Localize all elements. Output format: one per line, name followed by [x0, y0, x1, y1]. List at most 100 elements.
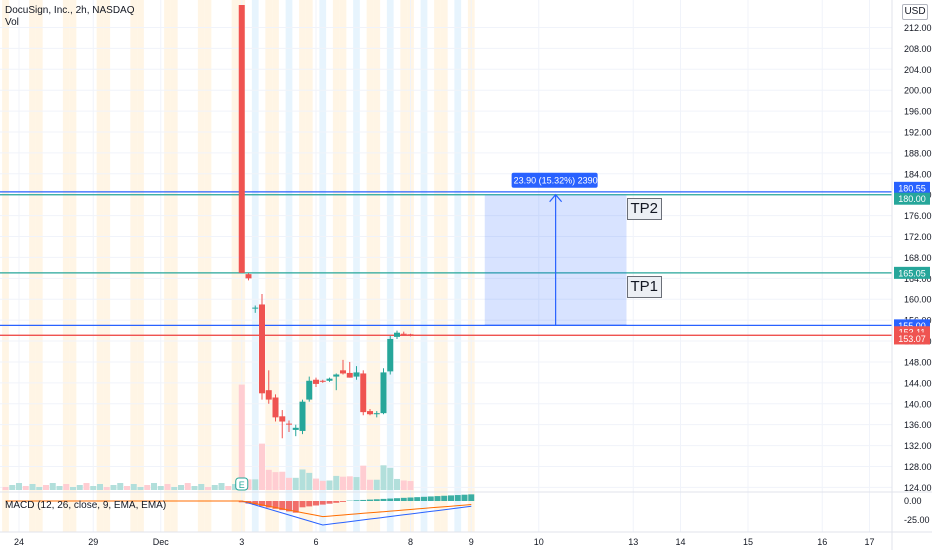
price-badge-label: 165.05: [898, 268, 926, 278]
macd-histogram-bar: [313, 501, 319, 506]
volume-bar: [394, 479, 400, 490]
macd-histogram-bar: [435, 496, 441, 501]
tp1-label[interactable]: TP1: [627, 276, 663, 298]
macd-histogram-bar: [441, 496, 447, 501]
candle-body: [286, 424, 292, 425]
macd-histogram-bar: [468, 494, 474, 501]
price-badge-label: 180.00: [898, 194, 926, 204]
price-tick-label: 136.00: [904, 420, 932, 430]
price-badge-label: 180.55: [898, 183, 926, 193]
candle-body: [367, 411, 373, 414]
time-tick-label: Dec: [153, 537, 170, 547]
price-tick-label: 128.00: [904, 462, 932, 472]
price-tick-label: 124.00: [904, 483, 932, 493]
session-band: [441, 0, 448, 532]
candle-body: [340, 370, 346, 373]
volume-bar: [225, 486, 231, 490]
macd-histogram-bar: [381, 499, 387, 501]
volume-bar: [212, 485, 218, 490]
time-tick-label: 15: [743, 537, 753, 547]
session-band: [232, 0, 239, 532]
session-band: [70, 0, 77, 532]
volume-bar: [266, 470, 272, 490]
price-tick-label: 172.00: [904, 232, 932, 242]
macd-histogram-bar: [354, 500, 360, 501]
candle-body: [401, 334, 407, 335]
price-tick-label: 148.00: [904, 357, 932, 367]
session-band: [319, 0, 326, 532]
session-band: [373, 0, 380, 532]
volume-bar: [138, 487, 144, 490]
session-band: [137, 0, 144, 532]
earnings-marker-label: E: [239, 480, 245, 490]
volume-legend[interactable]: Vol: [5, 17, 135, 29]
candle-body: [273, 397, 279, 417]
time-tick-label: 8: [408, 537, 413, 547]
volume-bar: [70, 487, 76, 490]
macd-histogram-bar: [408, 498, 414, 502]
macd-histogram-bar: [320, 501, 326, 505]
candle-body: [279, 416, 285, 421]
price-tick-label: 192.00: [904, 127, 932, 137]
macd-tick-label: 0.00: [904, 496, 922, 506]
macd-histogram-bar: [367, 500, 373, 501]
session-band: [130, 0, 137, 532]
price-tick-label: 184.00: [904, 169, 932, 179]
price-tick-label: 208.00: [904, 44, 932, 54]
volume-bar: [171, 487, 177, 490]
volume-bar: [219, 483, 225, 490]
candle-body: [293, 428, 299, 430]
measure-label: 23.90 (15.32%) 2390: [514, 176, 598, 186]
volume-bar: [192, 486, 198, 490]
volume-bar: [320, 481, 326, 490]
volume-bar: [151, 483, 157, 490]
price-tick-label: 168.00: [904, 253, 932, 263]
session-band: [400, 0, 407, 532]
candle-body: [313, 380, 319, 384]
volume-bar: [63, 484, 69, 490]
candle-body: [266, 390, 272, 399]
session-band: [265, 0, 272, 532]
tp2-label[interactable]: TP2: [627, 198, 663, 220]
volume-bar: [124, 486, 130, 490]
volume-bar: [306, 473, 312, 490]
session-band: [306, 0, 313, 532]
symbol-title[interactable]: DocuSign, Inc., 2h, NASDAQ: [5, 5, 135, 17]
price-badge-label: 153.07: [898, 334, 926, 344]
macd-legend[interactable]: MACD (12, 26, close, 9, EMA, EMA): [5, 500, 166, 511]
candle-body: [408, 334, 414, 335]
macd-histogram-bar: [333, 501, 339, 503]
price-tick-label: 144.00: [904, 378, 932, 388]
volume-bar: [178, 485, 184, 490]
session-band: [353, 0, 360, 532]
currency-button[interactable]: USD: [902, 4, 928, 20]
volume-bar: [23, 486, 29, 490]
session-band: [272, 0, 279, 532]
macd-histogram-bar: [421, 497, 427, 501]
volume-bar: [111, 485, 117, 490]
volume-bar: [327, 480, 333, 490]
volume-bar: [340, 477, 346, 490]
volume-bar: [90, 486, 96, 490]
session-band: [421, 0, 428, 532]
volume-bar: [401, 480, 407, 490]
session-band: [103, 0, 110, 532]
volume-bar: [300, 469, 306, 490]
macd-histogram-bar: [374, 499, 380, 501]
session-band: [252, 0, 259, 532]
session-band: [434, 0, 441, 532]
candle-body: [333, 374, 339, 376]
session-band: [454, 0, 461, 532]
volume-bar: [354, 477, 360, 490]
chart-legend: DocuSign, Inc., 2h, NASDAQ Vol: [5, 5, 135, 29]
macd-histogram-bar: [462, 495, 468, 501]
candle-body: [374, 413, 380, 414]
session-band: [171, 0, 178, 532]
price-tick-label: 200.00: [904, 86, 932, 96]
volume-bar: [77, 485, 83, 490]
session-band: [333, 0, 340, 532]
candle-body: [300, 402, 306, 431]
price-tick-label: 160.00: [904, 295, 932, 305]
volume-bar: [333, 476, 339, 490]
